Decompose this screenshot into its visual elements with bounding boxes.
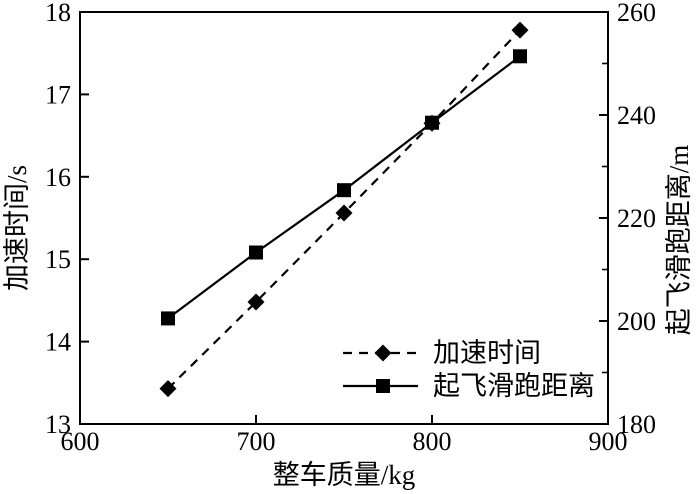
square-marker-icon: [161, 311, 175, 326]
right-y-tick-label: 240: [617, 101, 656, 130]
right-y-tick-label: 180: [617, 410, 656, 439]
square-marker-icon: [376, 379, 390, 393]
right-y-axis-title: 起飞滑跑距离/m: [664, 145, 694, 336]
legend-label-acceleration-time: 加速时间: [433, 338, 541, 368]
diamond-marker-icon: [247, 293, 265, 311]
diamond-marker-icon: [374, 344, 392, 362]
x-axis-title: 整车质量/kg: [273, 460, 416, 490]
x-tick-label: 600: [61, 427, 100, 456]
square-marker-icon: [425, 115, 439, 130]
left-y-tick-label: 16: [45, 163, 71, 192]
right-y-tick-label: 200: [617, 307, 656, 336]
x-tick-label: 900: [589, 427, 628, 456]
square-marker-icon: [337, 183, 351, 198]
legend-item-acceleration-time: 加速时间: [343, 338, 541, 368]
legend-item-takeoff-roll-distance: 起飞滑跑距离: [343, 371, 595, 401]
left-y-tick-label: 17: [45, 80, 71, 109]
diamond-marker-icon: [511, 21, 529, 39]
diamond-marker-icon: [159, 380, 177, 398]
right-y-tick-label: 260: [617, 0, 656, 27]
legend-label-takeoff-roll-distance: 起飞滑跑距离: [433, 371, 595, 401]
left-y-tick-label: 18: [45, 0, 71, 27]
square-marker-icon: [249, 245, 263, 260]
square-marker-icon: [513, 49, 527, 64]
left-y-axis-title: 加速时间/s: [2, 165, 32, 291]
data-series: [159, 21, 529, 398]
left-y-tick-label: 13: [45, 410, 71, 439]
legend: 加速时间 起飞滑跑距离: [343, 338, 595, 401]
left-y-tick-label: 15: [45, 245, 71, 274]
axis-ticks: 600 700 800 900 13 14 15 16 17 18 180 200 220 240 260: [45, 0, 656, 456]
right-y-tick-label: 220: [617, 204, 656, 233]
x-tick-label: 800: [413, 427, 452, 456]
diamond-marker-icon: [335, 204, 353, 222]
left-y-tick-label: 14: [45, 328, 71, 357]
x-tick-label: 700: [237, 427, 276, 456]
